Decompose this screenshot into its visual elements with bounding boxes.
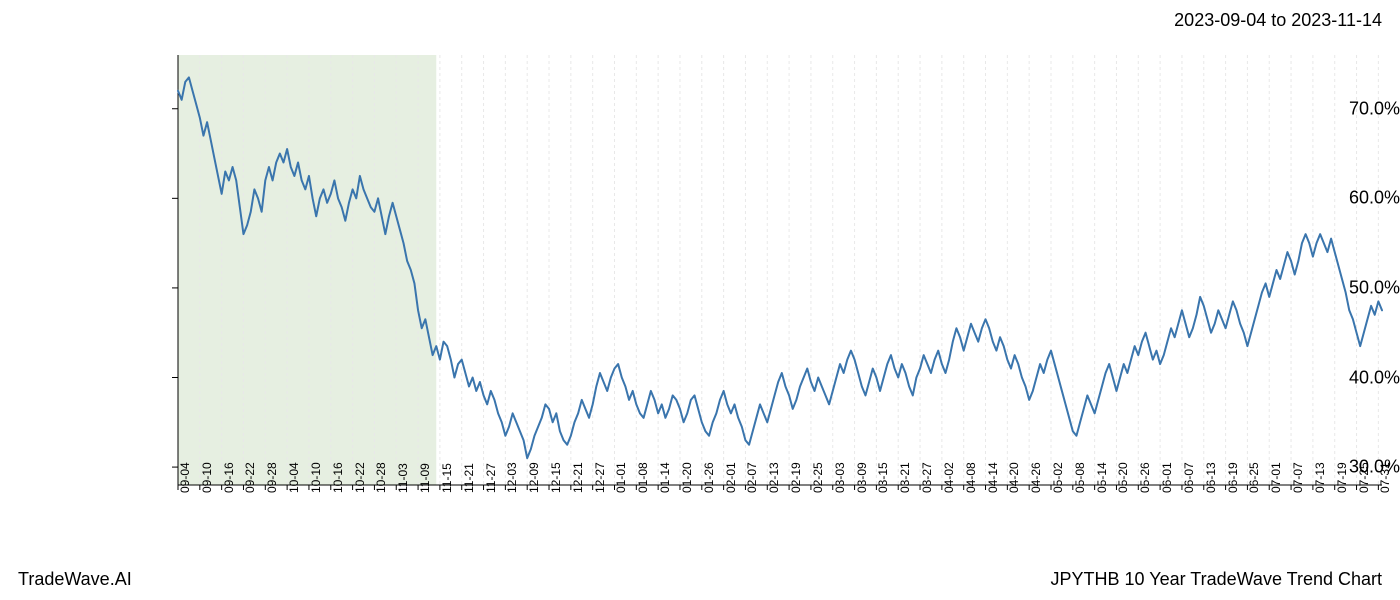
x-tick-label: 12-21 [571, 462, 585, 493]
chart-container: 30.0%40.0%50.0%60.0%70.0% 09-0409-1009-1… [0, 55, 1400, 545]
x-tick-label: 04-14 [986, 462, 1000, 493]
x-tick-label: 06-01 [1160, 462, 1174, 493]
x-tick-label: 11-21 [462, 463, 476, 493]
x-tick-label: 04-08 [964, 462, 978, 493]
x-tick-label: 12-09 [527, 462, 541, 493]
brand-label: TradeWave.AI [18, 569, 132, 590]
x-tick-label: 07-07 [1291, 462, 1305, 493]
x-tick-label: 03-09 [855, 462, 869, 493]
x-tick-label: 03-03 [833, 462, 847, 493]
x-axis-labels: 09-04 09-10 09-16 09-22 09-28 10-04 10-10 10-16… [0, 55, 1400, 545]
x-tick-label: 09-10 [200, 462, 214, 493]
x-tick-label: 07-31 [1378, 462, 1392, 493]
x-tick-label: 03-15 [876, 462, 890, 493]
x-tick-label: 05-08 [1073, 462, 1087, 493]
x-tick-label: 05-14 [1095, 462, 1109, 493]
x-tick-label: 03-21 [898, 462, 912, 493]
x-tick-label: 05-02 [1051, 462, 1065, 493]
x-tick-label: 01-08 [636, 462, 650, 493]
x-tick-label: 11-27 [484, 463, 498, 493]
x-tick-label: 12-27 [593, 462, 607, 493]
x-tick-label: 11-03 [396, 463, 410, 493]
x-tick-label: 10-28 [374, 462, 388, 493]
x-tick-label: 06-19 [1226, 462, 1240, 493]
x-tick-label: 01-26 [702, 462, 716, 493]
x-tick-label: 07-25 [1357, 462, 1371, 493]
x-tick-label: 02-25 [811, 462, 825, 493]
x-tick-label: 06-13 [1204, 462, 1218, 493]
x-tick-label: 06-25 [1247, 462, 1261, 493]
x-tick-label: 01-14 [658, 462, 672, 493]
x-tick-label: 11-15 [440, 463, 454, 493]
x-tick-label: 04-20 [1007, 462, 1021, 493]
x-tick-label: 05-26 [1138, 462, 1152, 493]
x-tick-label: 10-04 [287, 462, 301, 493]
x-tick-label: 12-15 [549, 462, 563, 493]
x-tick-label: 06-07 [1182, 462, 1196, 493]
x-tick-label: 04-02 [942, 462, 956, 493]
x-tick-label: 10-10 [309, 462, 323, 493]
x-tick-label: 10-16 [331, 462, 345, 493]
x-tick-label: 07-19 [1335, 462, 1349, 493]
x-tick-label: 04-26 [1029, 462, 1043, 493]
x-tick-label: 12-03 [505, 462, 519, 493]
x-tick-label: 01-20 [680, 462, 694, 493]
x-tick-label: 01-01 [614, 462, 628, 493]
x-tick-label: 09-16 [222, 462, 236, 493]
x-tick-label: 02-01 [724, 462, 738, 493]
x-tick-label: 02-13 [767, 462, 781, 493]
chart-title: JPYTHB 10 Year TradeWave Trend Chart [1051, 569, 1383, 590]
date-range: 2023-09-04 to 2023-11-14 [1174, 10, 1382, 31]
x-tick-label: 07-13 [1313, 462, 1327, 493]
x-tick-label: 09-04 [178, 462, 192, 493]
x-tick-label: 05-20 [1116, 462, 1130, 493]
x-tick-label: 07-01 [1269, 462, 1283, 493]
x-tick-label: 10-22 [353, 462, 367, 493]
x-tick-label: 02-19 [789, 462, 803, 493]
x-tick-label: 02-07 [745, 462, 759, 493]
x-tick-label: 11-09 [418, 463, 432, 493]
x-tick-label: 03-27 [920, 462, 934, 493]
x-tick-label: 09-22 [243, 462, 257, 493]
x-tick-label: 09-28 [265, 462, 279, 493]
